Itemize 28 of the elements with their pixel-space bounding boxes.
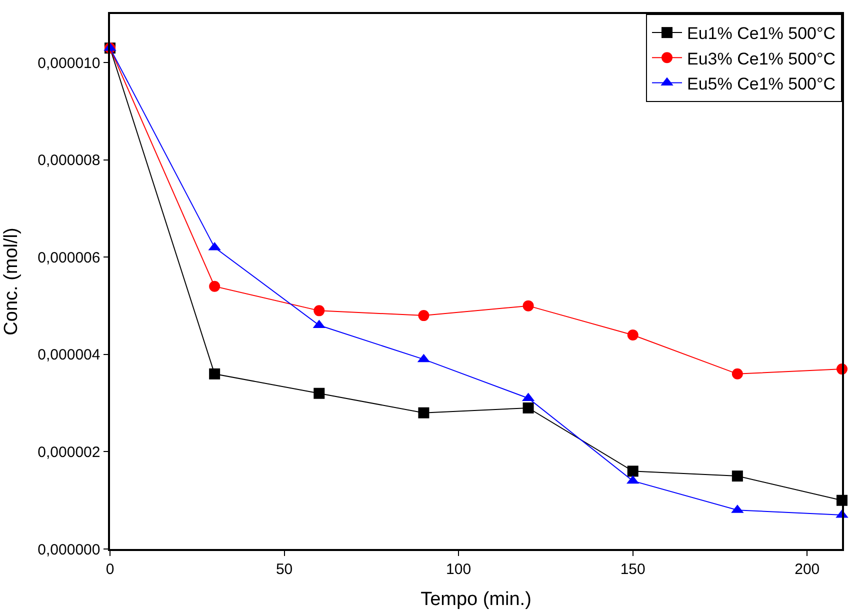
x-tick-label: 150 <box>620 560 646 578</box>
x-tick-label: 50 <box>276 560 293 578</box>
x-axis-title: Tempo (min.) <box>420 589 532 610</box>
point <box>314 388 325 399</box>
legend-label: Eu1% Ce1% 500°C <box>687 24 836 44</box>
legend-label: Eu3% Ce1% 500°C <box>687 49 836 68</box>
point <box>209 368 220 380</box>
y-axis-title: Conc. (mol/l) <box>1 228 22 336</box>
point <box>209 280 220 292</box>
y-tick-label: 0,000000 <box>38 541 100 558</box>
y-tick-label: 0,000008 <box>38 152 100 170</box>
point <box>627 466 638 477</box>
x-tick-label: 200 <box>794 560 820 578</box>
y-tick-label: 0,000004 <box>38 346 100 364</box>
point <box>418 310 430 322</box>
y-tick-label: 0,000006 <box>38 249 100 266</box>
point <box>732 470 743 482</box>
y-tick-label: 0,000002 <box>38 444 100 461</box>
point <box>732 368 743 380</box>
legend-label: Eu5% Ce1% 500°C <box>687 74 836 94</box>
x-tick-label: 0 <box>106 560 114 578</box>
x-tick-label: 100 <box>446 560 472 578</box>
y-tick-label: 0,000010 <box>38 54 100 72</box>
point <box>418 407 430 418</box>
point <box>522 402 534 414</box>
point <box>627 330 638 340</box>
point <box>522 300 534 312</box>
point <box>314 305 325 316</box>
